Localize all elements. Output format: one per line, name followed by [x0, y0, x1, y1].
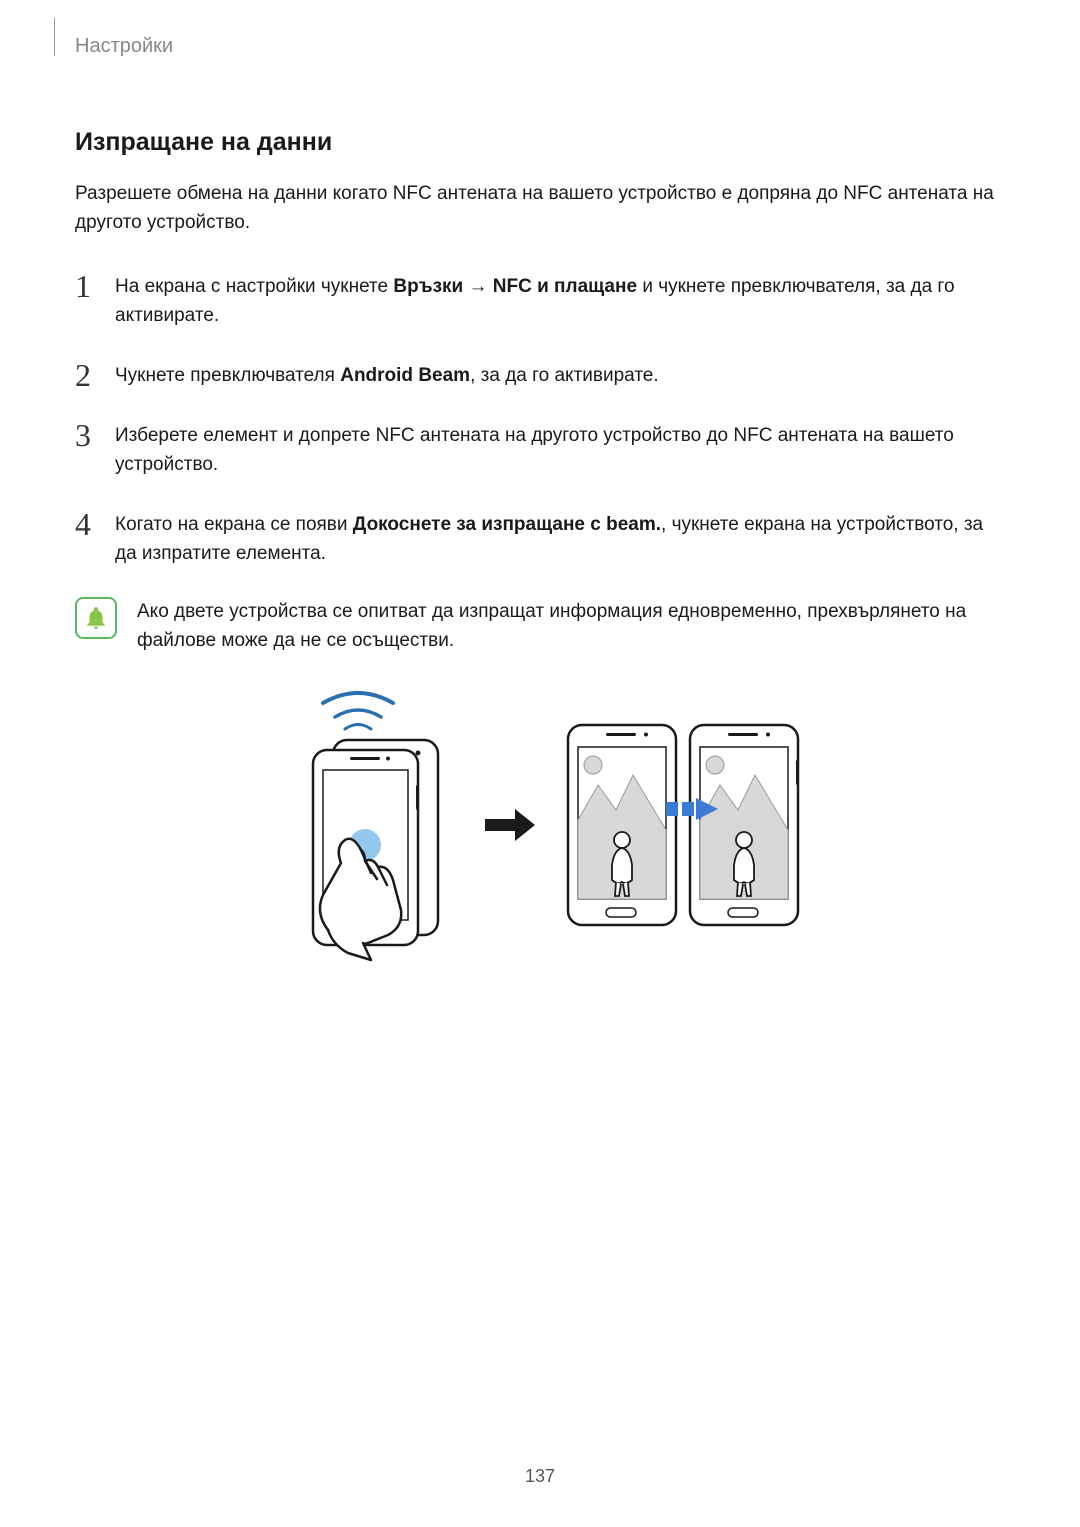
header-divider — [54, 18, 55, 56]
arrow-right-icon — [483, 805, 538, 845]
intro-text: Разрешете обмена на данни когато NFC ант… — [75, 179, 1005, 238]
step-1: 1 На екрана с настройки чукнете Връзки →… — [75, 270, 1005, 331]
step-4-t1: Когато на екрана се появи — [115, 514, 353, 535]
note-box: Ако двете устройства се опитват да изпра… — [75, 597, 1005, 656]
breadcrumb: Настройки — [75, 35, 1005, 58]
step-1-arrow: → — [463, 276, 493, 297]
step-4-text: Когато на екрана се появи Докоснете за и… — [115, 508, 1005, 569]
step-2-t1: Чукнете превключвателя — [115, 365, 340, 386]
step-1-text: На екрана с настройки чукнете Връзки → N… — [115, 270, 1005, 331]
step-1-b2: NFC и плащане — [493, 276, 637, 297]
page-content: Настройки Изпращане на данни Разрешете о… — [0, 0, 1080, 1005]
step-2-text: Чукнете превключвателя Android Beam, за … — [115, 359, 1005, 390]
step-3: 3 Изберете елемент и допрете NFC антенат… — [75, 419, 1005, 480]
step-2: 2 Чукнете превключвателя Android Beam, з… — [75, 359, 1005, 391]
phones-transfer-illustration — [558, 710, 808, 940]
bell-icon — [83, 605, 109, 631]
step-number-1: 1 — [75, 270, 107, 302]
section-title: Изпращане на данни — [75, 128, 1005, 157]
step-number-4: 4 — [75, 508, 107, 540]
step-1-t1: На екрана с настройки чукнете — [115, 276, 393, 297]
step-1-b1: Връзки — [393, 276, 463, 297]
step-number-2: 2 — [75, 359, 107, 391]
bell-note-icon — [75, 597, 117, 639]
step-4: 4 Когато на екрана се появи Докоснете за… — [75, 508, 1005, 569]
step-4-b1: Докоснете за изпращане с beam. — [353, 514, 661, 535]
step-2-t2: , за да го активирате. — [470, 365, 659, 386]
phone-touch-illustration — [273, 685, 463, 965]
step-3-text: Изберете елемент и допрете NFC антената … — [115, 419, 1005, 480]
step-2-b1: Android Beam — [340, 365, 470, 386]
nfc-illustration — [75, 685, 1005, 965]
page-number: 137 — [525, 1466, 555, 1487]
step-number-3: 3 — [75, 419, 107, 451]
note-text: Ако двете устройства се опитват да изпра… — [137, 597, 1005, 656]
